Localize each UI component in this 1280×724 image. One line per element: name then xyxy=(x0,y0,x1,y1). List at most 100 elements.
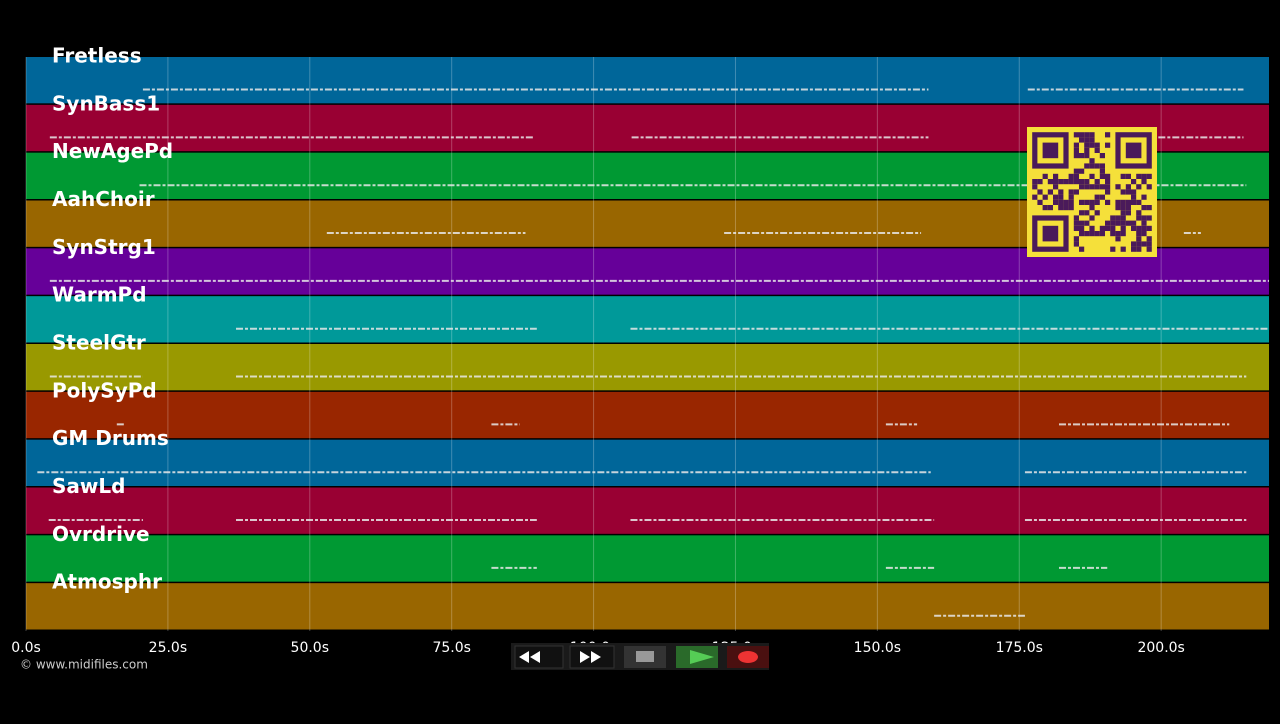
qr-code xyxy=(1027,127,1157,257)
qr-module xyxy=(1079,231,1085,237)
qr-module xyxy=(1068,199,1074,205)
qr-module xyxy=(1089,173,1095,179)
forward-button[interactable] xyxy=(569,645,615,669)
qr-module xyxy=(1115,215,1121,221)
track-label: GM Drums xyxy=(52,426,169,450)
qr-module xyxy=(1073,236,1079,242)
qr-module xyxy=(1110,246,1116,252)
track-label: Atmosphr xyxy=(52,570,162,594)
qr-module xyxy=(1125,199,1131,205)
qr-module xyxy=(1073,168,1079,174)
qr-module xyxy=(1146,215,1152,221)
play-button[interactable] xyxy=(676,646,718,668)
notes xyxy=(37,88,1269,617)
qr-module xyxy=(1058,179,1064,185)
track-label: AahChoir xyxy=(52,187,155,211)
qr-module xyxy=(1073,215,1079,221)
qr-module xyxy=(1105,225,1111,231)
qr-module xyxy=(1032,179,1038,185)
qr-module xyxy=(1120,199,1126,205)
qr-module xyxy=(1115,205,1121,211)
qr-module xyxy=(1131,220,1137,226)
qr-module xyxy=(1063,205,1069,211)
qr-module xyxy=(1073,147,1079,153)
qr-module xyxy=(1120,220,1126,226)
qr-module xyxy=(1084,184,1090,190)
qr-module xyxy=(1141,241,1147,247)
qr-module xyxy=(1073,173,1079,179)
qr-module xyxy=(1131,225,1137,231)
qr-module xyxy=(1053,184,1059,190)
qr-module xyxy=(1089,142,1095,148)
qr-module xyxy=(1115,220,1121,226)
qr-module xyxy=(1136,210,1142,216)
qr-module xyxy=(1058,205,1064,211)
qr-module xyxy=(1084,199,1090,205)
qr-module xyxy=(1120,225,1126,231)
x-tick-label: 150.0s xyxy=(854,640,901,656)
qr-module xyxy=(1068,179,1074,185)
qr-module xyxy=(1079,199,1085,205)
qr-module xyxy=(1042,173,1048,179)
qr-module xyxy=(1120,215,1126,221)
qr-module xyxy=(1079,179,1085,185)
qr-module xyxy=(1053,199,1059,205)
qr-finder xyxy=(1042,142,1059,159)
qr-module xyxy=(1105,184,1111,190)
qr-module xyxy=(1084,137,1090,143)
qr-module xyxy=(1089,163,1095,169)
track-label: SynBass1 xyxy=(52,91,160,115)
qr-module xyxy=(1146,184,1152,190)
qr-module xyxy=(1079,168,1085,174)
record-button[interactable] xyxy=(727,646,769,668)
qr-module xyxy=(1136,225,1142,231)
qr-module xyxy=(1115,231,1121,237)
qr-module xyxy=(1047,205,1053,211)
track-band xyxy=(26,296,1269,343)
rewind-button[interactable] xyxy=(514,645,564,669)
qr-module xyxy=(1131,179,1137,185)
track-label: PolySyPd xyxy=(52,378,157,402)
qr-module xyxy=(1105,179,1111,185)
qr-module xyxy=(1094,179,1100,185)
track-label: SteelGtr xyxy=(52,331,146,355)
qr-module xyxy=(1120,231,1126,237)
qr-module xyxy=(1110,220,1116,226)
qr-module xyxy=(1063,179,1069,185)
qr-module xyxy=(1084,220,1090,226)
qr-module xyxy=(1084,210,1090,216)
qr-module xyxy=(1094,184,1100,190)
qr-module xyxy=(1115,236,1121,242)
track-label: Fretless xyxy=(52,44,142,68)
stop-button[interactable] xyxy=(624,646,666,668)
qr-module xyxy=(1136,199,1142,205)
qr-module xyxy=(1110,231,1116,237)
qr-module xyxy=(1099,163,1105,169)
qr-module xyxy=(1146,205,1152,211)
qr-module xyxy=(1053,194,1059,200)
qr-module xyxy=(1141,173,1147,179)
qr-module xyxy=(1141,205,1147,211)
grid xyxy=(25,57,1162,631)
qr-module xyxy=(1053,179,1059,185)
qr-module xyxy=(1141,225,1147,231)
x-tick-label: 0.0s xyxy=(11,640,41,656)
credit: © www.midifiles.com xyxy=(20,658,148,672)
qr-module xyxy=(1099,184,1105,190)
qr-module xyxy=(1099,225,1105,231)
qr-module xyxy=(1136,231,1142,237)
qr-module xyxy=(1125,189,1131,195)
qr-module xyxy=(1089,205,1095,211)
qr-module xyxy=(1125,205,1131,211)
qr-module xyxy=(1084,142,1090,148)
qr-module xyxy=(1084,231,1090,237)
qr-module xyxy=(1079,220,1085,226)
qr-module xyxy=(1120,205,1126,211)
qr-module xyxy=(1042,205,1048,211)
qr-module xyxy=(1136,246,1142,252)
qr-module xyxy=(1136,236,1142,242)
qr-module xyxy=(1125,184,1131,190)
qr-module xyxy=(1068,194,1074,200)
track-band xyxy=(26,535,1269,582)
